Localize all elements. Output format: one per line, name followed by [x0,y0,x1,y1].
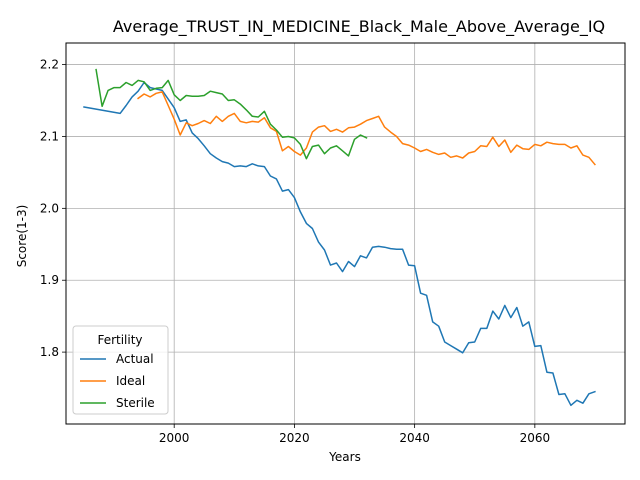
legend-title: Fertility [97,333,142,347]
grid-lines [66,43,625,424]
y-tick-label: 2.2 [40,58,59,72]
series-line-actual [83,81,596,407]
legend-label-ideal: Ideal [116,374,145,388]
y-tick-label: 1.8 [40,345,59,359]
legend-box [72,325,169,415]
y-axis-label: Score(1-3) [15,205,29,268]
legend-label-actual: Actual [116,352,154,366]
series-lines [83,68,596,407]
legend: Fertility Actual Ideal Sterile [72,325,169,415]
series-line-ideal [137,91,596,166]
series-line-sterile [95,68,368,160]
chart-title: Average_TRUST_IN_MEDICINE_Black_Male_Abo… [113,17,605,37]
x-tick-label: 2040 [399,431,430,445]
y-tick-label: 1.9 [40,273,59,287]
y-tick-label: 2.0 [40,201,59,215]
x-tick-label: 2060 [520,431,551,445]
plot-frame [65,42,626,425]
legend-label-sterile: Sterile [116,396,155,410]
axis-ticks: 2000 2020 2040 2060 1.8 1.9 2.0 2.1 2.2 [40,58,550,445]
x-tick-label: 2000 [159,431,190,445]
y-tick-label: 2.1 [40,129,59,143]
x-axis-label: Years [328,450,361,464]
x-tick-label: 2020 [279,431,310,445]
